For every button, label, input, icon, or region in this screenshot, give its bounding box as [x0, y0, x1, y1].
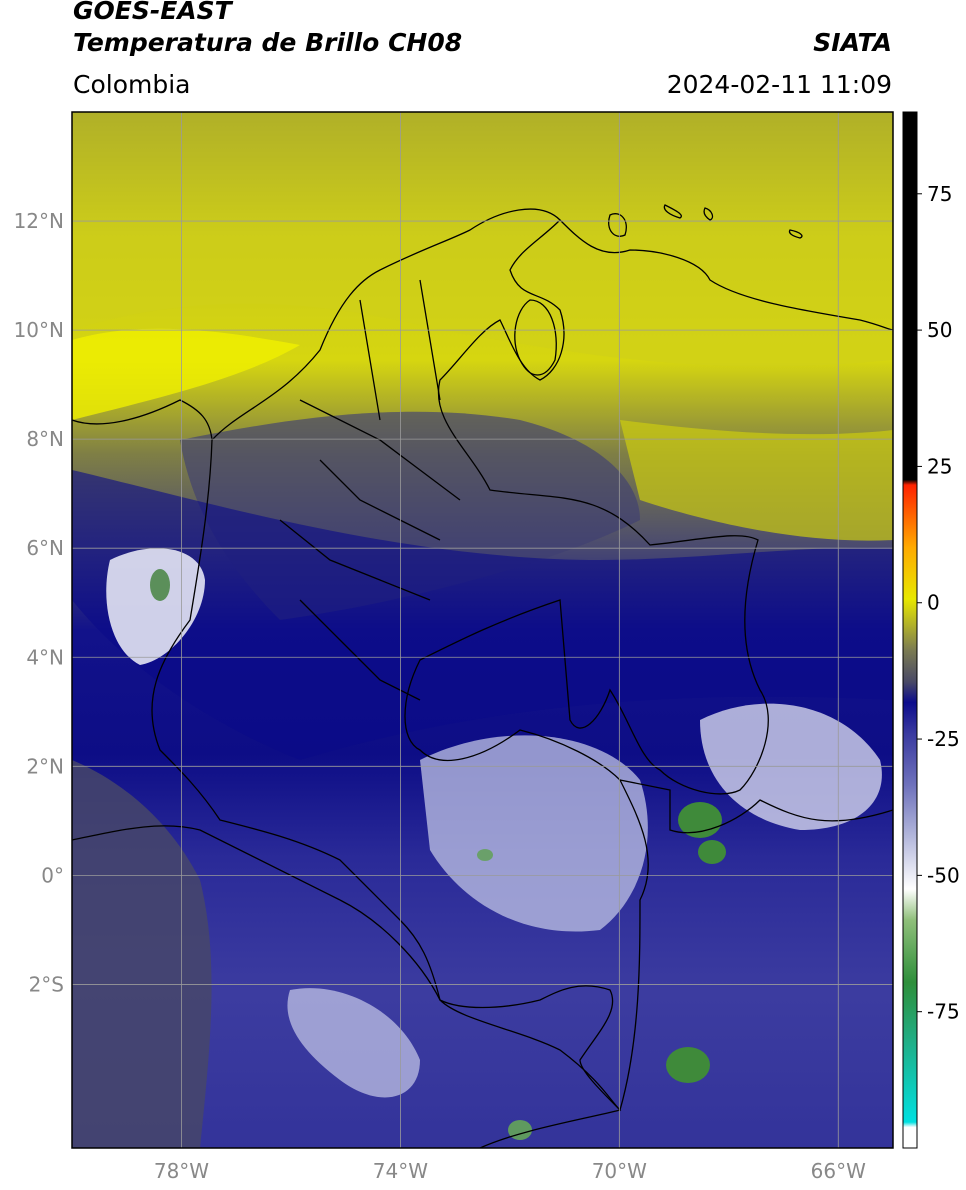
cold-top-5 — [477, 849, 493, 861]
lat-tick-label: 12°N — [14, 209, 64, 233]
peru-border — [339, 899, 622, 1148]
product-title: Temperatura de Brillo CH08 — [73, 28, 463, 57]
west-dark-strip — [72, 760, 212, 1148]
lon-tick-label: 70°W — [592, 1159, 647, 1183]
timestamp-label: 2024-02-11 11:09 — [666, 70, 892, 99]
brazil-border — [619, 779, 893, 834]
lon-tick-label: 74°W — [373, 1159, 428, 1183]
lat-tick-label: 10°N — [14, 318, 64, 342]
brand-label: SIATA — [813, 28, 892, 57]
colorbar-tick-label: 25 — [927, 454, 952, 478]
venezuela-coast — [559, 219, 893, 331]
cirrus-pacific — [106, 548, 205, 665]
warm-band-east — [620, 420, 893, 541]
colorbar-ticks: 75 50 25 0 -25 -50 -75 — [917, 182, 960, 1024]
cirrus-east — [700, 703, 882, 830]
dept-lines-1 — [279, 279, 461, 701]
map-frame — [71, 111, 894, 1149]
cirrus-amazon — [420, 735, 648, 932]
warm-band-bright — [72, 328, 300, 420]
colorbar — [902, 111, 918, 1149]
borders — [72, 204, 893, 1148]
cirrus-south — [287, 988, 420, 1098]
lat-tick-label: 6°N — [26, 536, 64, 560]
colombia-border — [151, 208, 769, 1112]
cold-top-3 — [666, 1047, 710, 1083]
lon-tick-label: 66°W — [811, 1159, 866, 1183]
lat-tick-label: 0° — [41, 863, 64, 887]
warm-band-north — [72, 112, 893, 367]
panama-coast — [72, 399, 213, 441]
lat-tick-label: 8°N — [26, 427, 64, 451]
colorbar-tick-label: 0 — [927, 591, 940, 615]
lon-tick-labels: 78°W 74°W 70°W 66°W — [154, 1159, 866, 1183]
colorbar-tick-label: 50 — [927, 318, 952, 342]
aruba-curacao — [608, 204, 803, 239]
lat-tick-label: 2°N — [26, 754, 64, 778]
colorbar-tick-label: -25 — [927, 727, 960, 751]
colorbar-tick-label: -75 — [927, 1000, 960, 1024]
region-label: Colombia — [73, 70, 191, 99]
colorbar-tick-label: -50 — [927, 863, 960, 887]
lat-tick-labels: 12°N 10°N 8°N 6°N 4°N 2°N 0° 2°S — [14, 209, 64, 996]
deep-blue-belt — [72, 470, 893, 760]
graticule — [72, 112, 893, 1148]
lon-tick-label: 78°W — [154, 1159, 209, 1183]
lat-tick-label: 2°S — [29, 972, 64, 996]
ecuador-border — [72, 825, 341, 901]
cold-top-2 — [698, 840, 726, 864]
lake-maracaibo — [514, 299, 557, 376]
cold-top-4 — [150, 569, 170, 601]
satellite-title: GOES-EAST — [73, 0, 232, 25]
colorbar-tick-label: 75 — [927, 182, 952, 206]
lat-tick-label: 4°N — [26, 645, 64, 669]
